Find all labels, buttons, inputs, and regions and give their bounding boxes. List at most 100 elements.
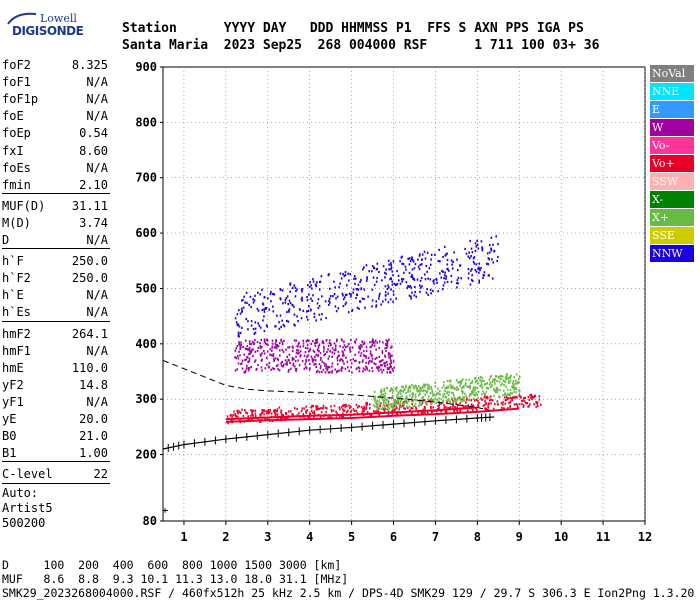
- echo-point: [297, 349, 300, 352]
- echo-point: [386, 340, 389, 343]
- echo-point: [316, 338, 319, 341]
- echo-point: [404, 397, 407, 400]
- echo-point: [252, 414, 254, 417]
- echo-point: [259, 342, 261, 345]
- echo-point: [408, 409, 411, 412]
- echo-point: [355, 403, 358, 406]
- echo-point: [502, 394, 504, 397]
- echo-point: [492, 378, 495, 381]
- echo-point: [452, 404, 455, 407]
- echo-point: [485, 391, 488, 394]
- echo-point: [387, 259, 390, 262]
- echo-point: [384, 355, 387, 358]
- echo-point: [410, 275, 413, 278]
- echo-point: [293, 305, 295, 308]
- echo-point: [363, 297, 365, 301]
- echo-point: [255, 368, 258, 371]
- echo-point: [412, 277, 414, 280]
- echo-point: [299, 354, 302, 357]
- echo-point: [465, 405, 467, 408]
- echo-point: [445, 277, 447, 280]
- echo-point: [486, 252, 489, 255]
- echo-point: [357, 283, 360, 286]
- echo-point: [342, 353, 345, 356]
- echo-point: [302, 309, 305, 312]
- echo-point: [478, 266, 480, 269]
- echo-point: [330, 410, 333, 413]
- echo-point: [392, 300, 394, 303]
- echo-point: [392, 369, 394, 372]
- echo-point: [532, 395, 534, 399]
- echo-point: [391, 345, 393, 348]
- echo-point: [470, 403, 473, 406]
- echo-point: [347, 279, 350, 282]
- echo-point: [386, 343, 389, 346]
- echo-point: [316, 348, 319, 351]
- echo-point: [511, 386, 514, 389]
- echo-point: [315, 371, 318, 374]
- echo-point: [425, 401, 427, 404]
- echo-point: [324, 406, 327, 409]
- echo-point: [362, 370, 364, 373]
- echo-point: [297, 359, 299, 362]
- echo-point: [331, 371, 333, 374]
- echo-point: [384, 285, 387, 288]
- echo-point: [240, 346, 242, 349]
- echo-point: [427, 395, 430, 398]
- echo-point: [254, 327, 257, 330]
- echo-point: [350, 293, 352, 296]
- echo-point: [411, 399, 413, 403]
- echo-point: [514, 382, 516, 385]
- echo-point: [368, 360, 370, 363]
- echo-point: [481, 398, 483, 401]
- echo-point: [285, 412, 287, 415]
- echo-point: [422, 400, 424, 403]
- echo-point: [248, 367, 251, 370]
- echo-point: [497, 243, 499, 246]
- echo-point: [417, 265, 420, 268]
- echo-point: [298, 341, 300, 344]
- echo-point: [493, 394, 495, 398]
- echo-point: [429, 288, 432, 291]
- echo-point: [539, 403, 542, 406]
- echo-point: [359, 354, 362, 357]
- echo-point: [426, 251, 429, 254]
- echo-point: [481, 376, 483, 380]
- echo-point: [298, 308, 301, 311]
- echo-point: [260, 366, 263, 369]
- echo-point: [257, 322, 259, 325]
- x-tick-label: 1: [180, 530, 187, 544]
- echo-point: [436, 391, 439, 394]
- echo-point: [443, 277, 445, 280]
- echo-point: [263, 310, 266, 313]
- echo-point: [330, 405, 332, 408]
- echo-point: [452, 385, 454, 388]
- echo-point: [342, 404, 345, 407]
- echo-point: [320, 416, 322, 419]
- echo-point: [380, 303, 382, 306]
- echo-point: [405, 400, 408, 403]
- echo-point: [490, 384, 493, 388]
- param-value: 14.8: [79, 377, 108, 392]
- echo-point: [446, 263, 449, 266]
- echo-point: [359, 300, 362, 303]
- echo-point: [480, 240, 483, 243]
- echo-point: [423, 405, 426, 409]
- echo-point: [478, 268, 481, 271]
- echo-point: [295, 355, 297, 358]
- echo-point: [257, 363, 259, 367]
- echo-point: [266, 363, 268, 366]
- echo-point: [350, 409, 353, 412]
- echo-point: [298, 364, 301, 367]
- echo-point: [387, 408, 389, 411]
- echo-point: [421, 253, 424, 256]
- echo-point: [393, 366, 396, 369]
- echo-point: [457, 397, 460, 400]
- echo-point: [407, 406, 409, 410]
- echo-point: [233, 410, 235, 413]
- echo-point: [402, 402, 404, 406]
- echo-point: [522, 404, 525, 407]
- echo-point: [364, 368, 367, 371]
- echo-point: [263, 409, 266, 413]
- echo-point: [337, 355, 340, 358]
